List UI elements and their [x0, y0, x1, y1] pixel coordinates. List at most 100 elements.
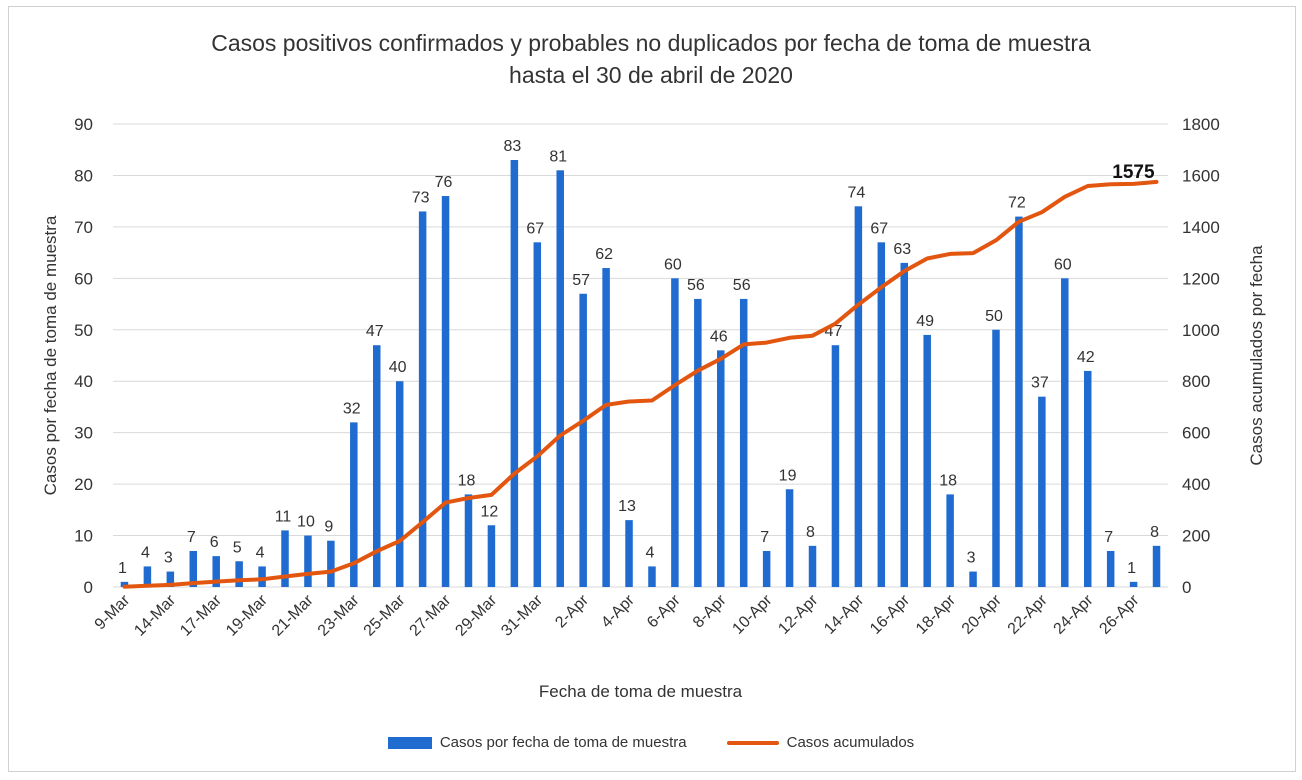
bar-value-label: 74 [847, 184, 865, 201]
bar [143, 566, 152, 587]
y-left-tick-label: 40 [74, 372, 93, 391]
x-tick-label: 24-Apr [1051, 591, 1097, 637]
bar [120, 581, 129, 587]
x-tick-label: 2-Apr [552, 591, 592, 631]
bar [602, 268, 610, 587]
bar-value-label: 50 [985, 308, 1003, 325]
bar [441, 196, 450, 587]
bar-value-label: 81 [549, 148, 567, 165]
bar-value-label: 19 [779, 467, 797, 484]
cumulative-line [122, 179, 1159, 589]
bar-value-label: 4 [141, 544, 150, 561]
bar [717, 350, 725, 587]
x-tick-label: 18-Apr [913, 591, 959, 637]
y-right-tick-label: 0 [1182, 578, 1191, 597]
bar [694, 298, 702, 587]
bar [258, 566, 266, 587]
bar-value-label: 11 [275, 508, 292, 525]
bar-value-label: 32 [343, 400, 361, 417]
bar [579, 293, 587, 587]
x-tick-label: 20-Apr [959, 591, 1005, 637]
y-left-tick-label: 50 [74, 321, 93, 340]
bar [1015, 216, 1023, 587]
bar [327, 540, 335, 587]
x-tick-label: 10-Apr [729, 591, 775, 637]
bar [992, 329, 1000, 587]
chart-title-line1: Casos positivos confirmados y probables … [211, 30, 1091, 56]
legend-label-line: Casos acumulados [786, 734, 915, 751]
y-left-tick-label: 10 [74, 527, 93, 546]
bar [831, 345, 840, 587]
legend-item-line[interactable]: Casos acumulados [726, 734, 915, 751]
x-tick-label: 8-Apr [690, 591, 730, 631]
y-left-axis-title: Casos por fecha de toma de muestra [41, 215, 60, 495]
bar [166, 571, 175, 587]
y-left-tick-label: 70 [74, 218, 93, 237]
chart-title-line2: hasta el 30 de abril de 2020 [509, 62, 793, 88]
bar [1038, 396, 1046, 587]
legend-item-bars[interactable]: Casos por fecha de toma de muestra [387, 734, 687, 751]
bar-value-label: 72 [1008, 195, 1026, 212]
x-tick-label: 6-Apr [644, 591, 684, 631]
bar [373, 345, 381, 587]
bar-value-label: 3 [164, 550, 173, 567]
y-right-tick-label: 1400 [1182, 218, 1220, 237]
bar-value-label: 1 [1127, 560, 1136, 577]
bar [1083, 370, 1092, 587]
annotation-final-total: 1575 [1112, 162, 1155, 183]
y-left-tick-label: 20 [74, 475, 93, 494]
bar [533, 242, 542, 588]
y-right-tick-label: 600 [1182, 424, 1210, 443]
x-tick-label: 31-Mar [498, 591, 546, 639]
bar-value-label: 47 [366, 323, 384, 340]
y-right-tick-label: 200 [1182, 527, 1210, 546]
bar [1061, 278, 1069, 587]
x-tick-label: 14-Apr [821, 591, 867, 637]
bar-value-label: 37 [1031, 375, 1049, 392]
bar-value-label: 46 [710, 328, 728, 345]
bar [556, 170, 564, 588]
x-tick-label: 14-Mar [131, 591, 179, 639]
y-right-tick-label: 400 [1182, 475, 1210, 494]
y-left-tick-label: 90 [74, 115, 93, 134]
x-tick-label: 17-Mar [177, 591, 225, 639]
x-tick-label: 23-Mar [315, 591, 363, 639]
bar [1129, 581, 1138, 587]
y-left-tick-label: 0 [84, 578, 93, 597]
bar-value-label: 9 [324, 519, 333, 536]
x-tick-label: 4-Apr [598, 591, 638, 631]
bar-value-label: 18 [458, 472, 476, 489]
bar-value-label: 49 [916, 313, 934, 330]
bar-value-label: 10 [297, 514, 315, 531]
chart-frame [8, 6, 1296, 772]
bar [785, 489, 794, 587]
legend-swatch-bars [387, 736, 432, 749]
bar [487, 525, 496, 587]
bar-value-label: 67 [526, 220, 544, 237]
bar-value-label: 7 [187, 529, 196, 546]
bar [304, 535, 312, 587]
bar [923, 334, 931, 587]
x-tick-label: 26-Apr [1096, 591, 1142, 637]
bar [900, 262, 908, 587]
x-tick-label: 29-Mar [452, 591, 500, 639]
bar [648, 566, 656, 587]
y-right-tick-label: 1800 [1182, 115, 1220, 134]
x-tick-label: 21-Mar [269, 591, 317, 639]
x-axis-title: Fecha de toma de muestra [539, 682, 743, 701]
bar-value-label: 42 [1077, 349, 1095, 366]
bar-value-label: 12 [481, 503, 499, 520]
bar [625, 520, 633, 587]
bar-value-label: 67 [870, 220, 888, 237]
bar [877, 242, 886, 588]
y-right-tick-label: 1600 [1182, 166, 1220, 185]
y-right-axis-title: Casos acumulados por fecha [1247, 245, 1266, 466]
x-tick-label: 27-Mar [407, 591, 455, 639]
y-right-tick-label: 1200 [1182, 269, 1220, 288]
bar [808, 545, 817, 587]
bar-value-label: 7 [1104, 529, 1113, 546]
bar-value-label: 3 [967, 550, 976, 567]
bar [671, 278, 679, 587]
bar [189, 550, 198, 587]
bar-value-label: 60 [1054, 256, 1072, 273]
